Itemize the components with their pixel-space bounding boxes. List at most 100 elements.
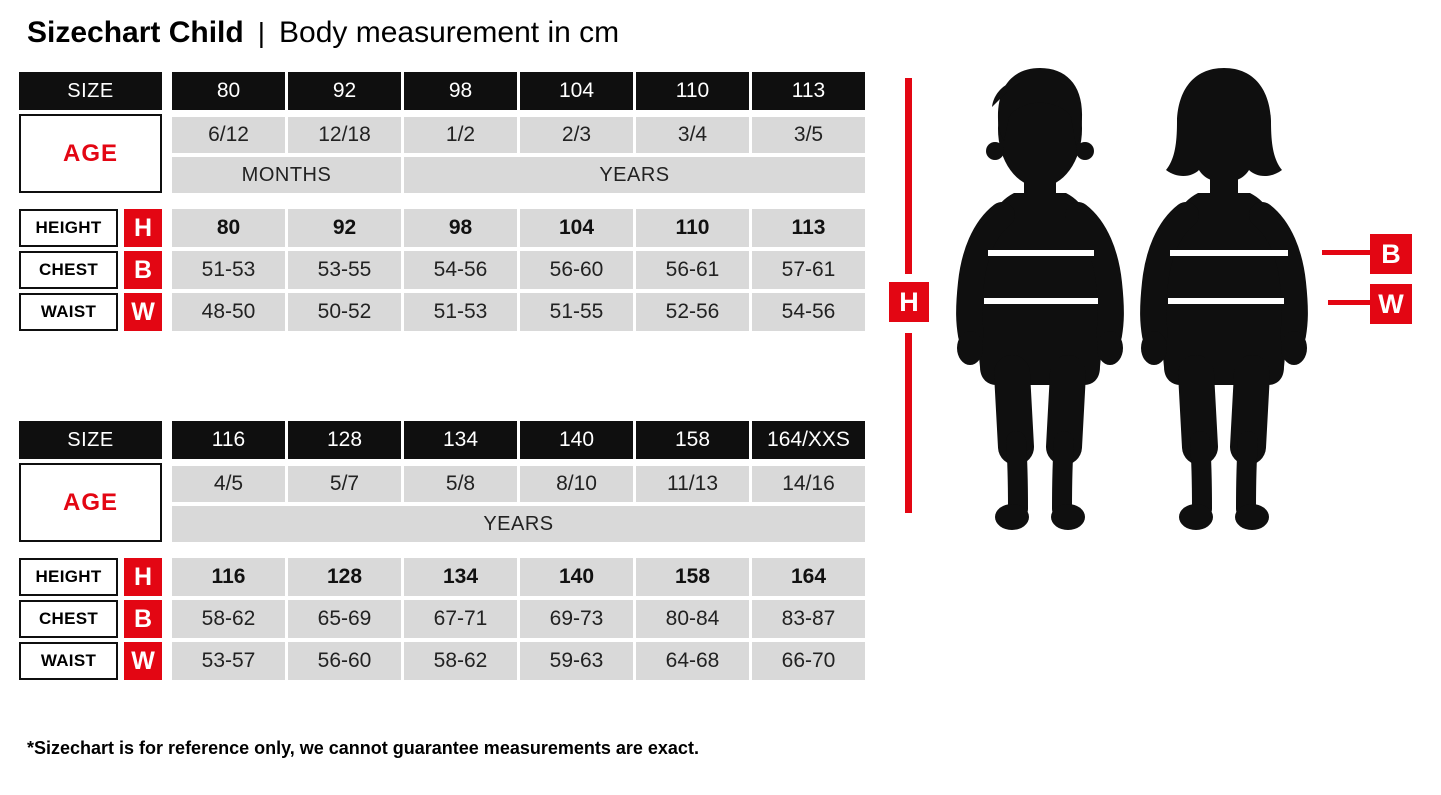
size-cell: 113 bbox=[752, 72, 865, 110]
age-values: 4/5 5/7 5/8 8/10 11/13 14/16 bbox=[172, 466, 865, 502]
chest-badge: B bbox=[124, 600, 162, 638]
height-indicator-badge: H bbox=[889, 282, 929, 322]
chest-row: CHEST B 51-53 53-55 54-56 56-60 56-61 57-61 bbox=[19, 251, 865, 289]
height-values: 116 128 134 140 158 164 bbox=[172, 558, 865, 596]
chest-cell: 83-87 bbox=[752, 600, 865, 638]
height-cell: 98 bbox=[404, 209, 517, 247]
waist-indicator-badge: W bbox=[1370, 284, 1412, 324]
chest-badge: B bbox=[124, 251, 162, 289]
waist-cell: 48-50 bbox=[172, 293, 285, 331]
page-title: Sizechart Child | Body measurement in cm bbox=[27, 16, 619, 50]
size-cell: 128 bbox=[288, 421, 401, 459]
age-cell: 14/16 bbox=[752, 466, 865, 502]
boy-silhouette bbox=[956, 68, 1124, 530]
height-line-top bbox=[905, 78, 912, 274]
waist-cell: 52-56 bbox=[636, 293, 749, 331]
title-main: Sizechart Child bbox=[27, 16, 244, 49]
age-cell: 4/5 bbox=[172, 466, 285, 502]
age-values-column: 4/5 5/7 5/8 8/10 11/13 14/16 YEARS bbox=[172, 463, 865, 542]
size-cell: 158 bbox=[636, 421, 749, 459]
age-label: AGE bbox=[19, 463, 162, 542]
height-cell: 113 bbox=[752, 209, 865, 247]
size-cell: 92 bbox=[288, 72, 401, 110]
sizechart-table-small: SIZE 80 92 98 104 110 113 AGE 6/12 12/18 1/2 2/3… bbox=[19, 72, 865, 335]
height-cell: 80 bbox=[172, 209, 285, 247]
age-cell: 6/12 bbox=[172, 117, 285, 153]
chest-label: CHEST bbox=[19, 600, 118, 638]
height-cell: 140 bbox=[520, 558, 633, 596]
waist-badge: W bbox=[124, 642, 162, 680]
chest-cell: 67-71 bbox=[404, 600, 517, 638]
age-unit-cell: MONTHS bbox=[172, 157, 401, 193]
chest-pointer-line bbox=[1322, 250, 1370, 255]
age-cell: 5/8 bbox=[404, 466, 517, 502]
chest-label: CHEST bbox=[19, 251, 118, 289]
height-row: HEIGHT H 116 128 134 140 158 164 bbox=[19, 558, 865, 596]
waist-values: 48-50 50-52 51-53 51-55 52-56 54-56 bbox=[172, 293, 865, 331]
girl-silhouette bbox=[1140, 68, 1308, 530]
waist-row: WAIST W 48-50 50-52 51-53 51-55 52-56 54-56 bbox=[19, 293, 865, 331]
height-row: HEIGHT H 80 92 98 104 110 113 bbox=[19, 209, 865, 247]
age-unit-cell: YEARS bbox=[404, 157, 865, 193]
chest-cell: 80-84 bbox=[636, 600, 749, 638]
chest-cell: 53-55 bbox=[288, 251, 401, 289]
age-values: 6/12 12/18 1/2 2/3 3/4 3/5 bbox=[172, 117, 865, 153]
age-units-row: YEARS bbox=[172, 506, 865, 542]
size-cell: 104 bbox=[520, 72, 633, 110]
size-cell: 80 bbox=[172, 72, 285, 110]
waist-cell: 51-53 bbox=[404, 293, 517, 331]
size-cell: 98 bbox=[404, 72, 517, 110]
age-values-column: 6/12 12/18 1/2 2/3 3/4 3/5 MONTHS YEARS bbox=[172, 114, 865, 193]
chest-cell: 65-69 bbox=[288, 600, 401, 638]
waist-label: WAIST bbox=[19, 642, 118, 680]
height-cell: 128 bbox=[288, 558, 401, 596]
waist-label: WAIST bbox=[19, 293, 118, 331]
chest-cell: 57-61 bbox=[752, 251, 865, 289]
waist-cell: 59-63 bbox=[520, 642, 633, 680]
chest-cell: 56-60 bbox=[520, 251, 633, 289]
waist-cell: 50-52 bbox=[288, 293, 401, 331]
height-cell: 158 bbox=[636, 558, 749, 596]
measurement-diagram: H bbox=[888, 60, 1441, 540]
title-subtitle: Body measurement in cm bbox=[279, 16, 620, 49]
waist-values: 53-57 56-60 58-62 59-63 64-68 66-70 bbox=[172, 642, 865, 680]
age-label: AGE bbox=[19, 114, 162, 193]
chest-cell: 51-53 bbox=[172, 251, 285, 289]
height-badge: H bbox=[124, 209, 162, 247]
size-label: SIZE bbox=[19, 72, 162, 110]
size-header-row: SIZE 80 92 98 104 110 113 bbox=[19, 72, 865, 110]
waist-cell: 58-62 bbox=[404, 642, 517, 680]
chest-cell: 54-56 bbox=[404, 251, 517, 289]
size-label: SIZE bbox=[19, 421, 162, 459]
age-cell: 12/18 bbox=[288, 117, 401, 153]
waist-cell: 66-70 bbox=[752, 642, 865, 680]
size-values: 80 92 98 104 110 113 bbox=[172, 72, 865, 110]
age-cell: 3/4 bbox=[636, 117, 749, 153]
height-cell: 110 bbox=[636, 209, 749, 247]
age-cell: 8/10 bbox=[520, 466, 633, 502]
height-cell: 134 bbox=[404, 558, 517, 596]
chest-cell: 58-62 bbox=[172, 600, 285, 638]
age-section: AGE 6/12 12/18 1/2 2/3 3/4 3/5 MONTHS YEARS bbox=[19, 114, 865, 193]
age-cell: 11/13 bbox=[636, 466, 749, 502]
waist-row: WAIST W 53-57 56-60 58-62 59-63 64-68 66-70 bbox=[19, 642, 865, 680]
height-label: HEIGHT bbox=[19, 558, 118, 596]
waist-badge: W bbox=[124, 293, 162, 331]
height-values: 80 92 98 104 110 113 bbox=[172, 209, 865, 247]
chest-cell: 69-73 bbox=[520, 600, 633, 638]
age-cell: 5/7 bbox=[288, 466, 401, 502]
height-label: HEIGHT bbox=[19, 209, 118, 247]
size-cell: 140 bbox=[520, 421, 633, 459]
age-units-row: MONTHS YEARS bbox=[172, 157, 865, 193]
sizechart-table-large: SIZE 116 128 134 140 158 164/XXS AGE 4/5 5/7 5/… bbox=[19, 421, 865, 684]
size-cell: 134 bbox=[404, 421, 517, 459]
height-cell: 92 bbox=[288, 209, 401, 247]
height-cell: 104 bbox=[520, 209, 633, 247]
age-cell: 3/5 bbox=[752, 117, 865, 153]
age-cell: 2/3 bbox=[520, 117, 633, 153]
height-badge: H bbox=[124, 558, 162, 596]
title-separator: | bbox=[257, 17, 265, 48]
waist-cell: 54-56 bbox=[752, 293, 865, 331]
waist-cell: 53-57 bbox=[172, 642, 285, 680]
height-cell: 164 bbox=[752, 558, 865, 596]
